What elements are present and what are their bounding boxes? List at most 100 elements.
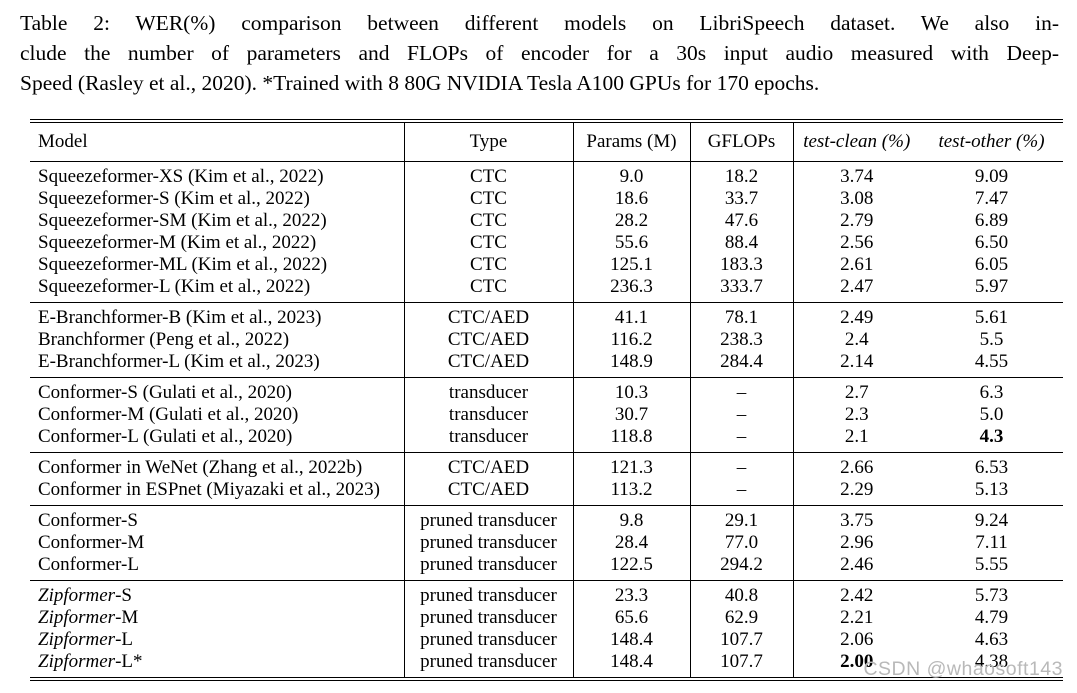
params-cell: 148.9 xyxy=(572,351,690,378)
table-row: Branchformer (Peng et al., 2022) CTC/AED… xyxy=(30,329,1063,351)
model-cell: Conformer in ESPnet (Miyazaki et al., 20… xyxy=(30,479,404,506)
type-cell: CTC/AED xyxy=(403,452,573,479)
table-group: Conformer-S (Gulati et al., 2020) transd… xyxy=(30,377,1063,453)
model-cell: Conformer-M (Gulati et al., 2020) xyxy=(30,404,404,426)
gflops-cell: 107.7 xyxy=(689,651,793,679)
table-row: Conformer-S (Gulati et al., 2020) transd… xyxy=(30,377,1063,404)
col-header-test-other: test-other (%) xyxy=(920,121,1063,162)
test-other-cell: 4.79 xyxy=(974,607,1009,628)
model-name: Squeezeformer-ML (Kim et al., 2022) xyxy=(38,254,328,275)
model-name: E-Branchformer-L (Kim et al., 2023) xyxy=(38,351,320,372)
test-clean-cell: 2.56 xyxy=(792,232,920,254)
model-name: -L xyxy=(115,629,134,650)
table-row: Squeezeformer-M (Kim et al., 2022) CTC 5… xyxy=(30,232,1063,254)
params-cell: 18.6 xyxy=(572,188,690,210)
test-other-cell: 4.3 xyxy=(979,426,1004,447)
test-other-cell: 7.47 xyxy=(974,188,1009,209)
gflops-cell: 62.9 xyxy=(689,607,793,629)
type-cell: CTC xyxy=(403,232,573,254)
caption-line-1: Table 2: WER(%) comparison between diffe… xyxy=(20,11,1059,35)
test-other-cell: 5.55 xyxy=(974,554,1009,575)
table-row: Squeezeformer-ML (Kim et al., 2022) CTC … xyxy=(30,254,1063,276)
test-clean-cell: 2.96 xyxy=(792,532,920,554)
test-other-cell: 6.3 xyxy=(920,377,1063,404)
model-name: Conformer-L (Gulati et al., 2020) xyxy=(38,426,293,447)
col-header-model: Model xyxy=(30,121,404,162)
test-other-cell: 6.53 xyxy=(920,452,1063,479)
type-cell: pruned transducer xyxy=(403,651,573,679)
test-other-cell: 5.61 xyxy=(920,302,1063,329)
table-row: Squeezeformer-SM (Kim et al., 2022) CTC … xyxy=(30,210,1063,232)
test-other-cell: 7.11 xyxy=(975,532,1008,553)
params-cell: 55.6 xyxy=(572,232,690,254)
type-cell: transducer xyxy=(403,404,573,426)
gflops-cell: – xyxy=(689,452,793,479)
gflops-cell: 183.3 xyxy=(689,254,793,276)
gflops-cell: 18.2 xyxy=(689,161,793,188)
gflops-cell: 284.4 xyxy=(689,351,793,378)
params-cell: 30.7 xyxy=(572,404,690,426)
gflops-cell: 29.1 xyxy=(689,505,793,532)
test-other-cell: 6.50 xyxy=(974,232,1009,253)
gflops-cell: – xyxy=(689,479,793,506)
type-cell: CTC/AED xyxy=(403,302,573,329)
header-row: Model Type Params (M) GFLOPs test-clean … xyxy=(30,121,1063,162)
test-other-cell: 6.89 xyxy=(974,210,1009,231)
params-cell: 65.6 xyxy=(572,607,690,629)
table-group: Conformer in WeNet (Zhang et al., 2022b)… xyxy=(30,452,1063,506)
gflops-cell: 78.1 xyxy=(689,302,793,329)
model-cell: Squeezeformer-SM (Kim et al., 2022) xyxy=(30,210,404,232)
model-name: Branchformer (Peng et al., 2022) xyxy=(38,329,290,350)
test-other-cell: 9.09 xyxy=(920,161,1063,188)
gflops-cell: 33.7 xyxy=(689,188,793,210)
type-cell: pruned transducer xyxy=(403,629,573,651)
model-cell: Zipformer-L xyxy=(30,629,404,651)
type-cell: CTC/AED xyxy=(403,479,573,506)
test-clean-cell: 2.14 xyxy=(792,351,920,378)
table-row: E-Branchformer-B (Kim et al., 2023) CTC/… xyxy=(30,302,1063,329)
type-cell: CTC xyxy=(403,161,573,188)
params-cell: 116.2 xyxy=(572,329,690,351)
test-clean-cell: 2.42 xyxy=(792,580,920,607)
params-cell: 28.2 xyxy=(572,210,690,232)
model-cell: Conformer in WeNet (Zhang et al., 2022b) xyxy=(30,452,404,479)
col-header-test-clean: test-clean (%) xyxy=(792,121,920,162)
test-clean-cell: 2.7 xyxy=(792,377,920,404)
caption-line-2: clude the number of parameters and FLOPs… xyxy=(20,41,1059,65)
type-cell: transducer xyxy=(403,426,573,453)
table-caption: Table 2: WER(%) comparison between diffe… xyxy=(20,8,1059,98)
test-other-cell: 5.5 xyxy=(979,329,1004,350)
table-row: Squeezeformer-L (Kim et al., 2022) CTC 2… xyxy=(30,276,1063,303)
params-cell: 236.3 xyxy=(572,276,690,303)
model-name: Conformer-L xyxy=(38,554,139,575)
model-name: Conformer in WeNet (Zhang et al., 2022b) xyxy=(38,457,363,478)
model-cell: Squeezeformer-ML (Kim et al., 2022) xyxy=(30,254,404,276)
model-name-italic: Zipformer xyxy=(38,585,116,606)
model-name: Squeezeformer-L (Kim et al., 2022) xyxy=(38,276,311,297)
type-cell: CTC xyxy=(403,276,573,303)
type-cell: CTC xyxy=(403,188,573,210)
table-row: Squeezeformer-S (Kim et al., 2022) CTC 1… xyxy=(30,188,1063,210)
params-cell: 148.4 xyxy=(572,629,690,651)
model-cell: Squeezeformer-S (Kim et al., 2022) xyxy=(30,188,404,210)
col-header-type: Type xyxy=(403,121,573,162)
params-cell: 10.3 xyxy=(572,377,690,404)
test-other-cell: 4.55 xyxy=(974,351,1009,372)
gflops-cell: – xyxy=(689,404,793,426)
params-cell: 122.5 xyxy=(572,554,690,581)
gflops-cell: 77.0 xyxy=(689,532,793,554)
test-clean-cell: 3.74 xyxy=(792,161,920,188)
table-group: Squeezeformer-XS (Kim et al., 2022) CTC … xyxy=(30,161,1063,303)
model-cell: Zipformer-S xyxy=(30,580,404,607)
test-other-cell: 6.05 xyxy=(974,254,1009,275)
test-other-cell: 4.63 xyxy=(974,629,1009,650)
test-clean-cell: 2.3 xyxy=(792,404,920,426)
type-cell: transducer xyxy=(403,377,573,404)
gflops-cell: 238.3 xyxy=(689,329,793,351)
model-name: Conformer in ESPnet (Miyazaki et al., 20… xyxy=(38,479,380,500)
model-name: Conformer-S (Gulati et al., 2020) xyxy=(38,382,292,403)
params-cell: 23.3 xyxy=(572,580,690,607)
test-clean-cell: 2.21 xyxy=(792,607,920,629)
test-clean-cell: 2.06 xyxy=(792,629,920,651)
table-group: Zipformer-S pruned transducer 23.3 40.8 … xyxy=(30,580,1063,679)
